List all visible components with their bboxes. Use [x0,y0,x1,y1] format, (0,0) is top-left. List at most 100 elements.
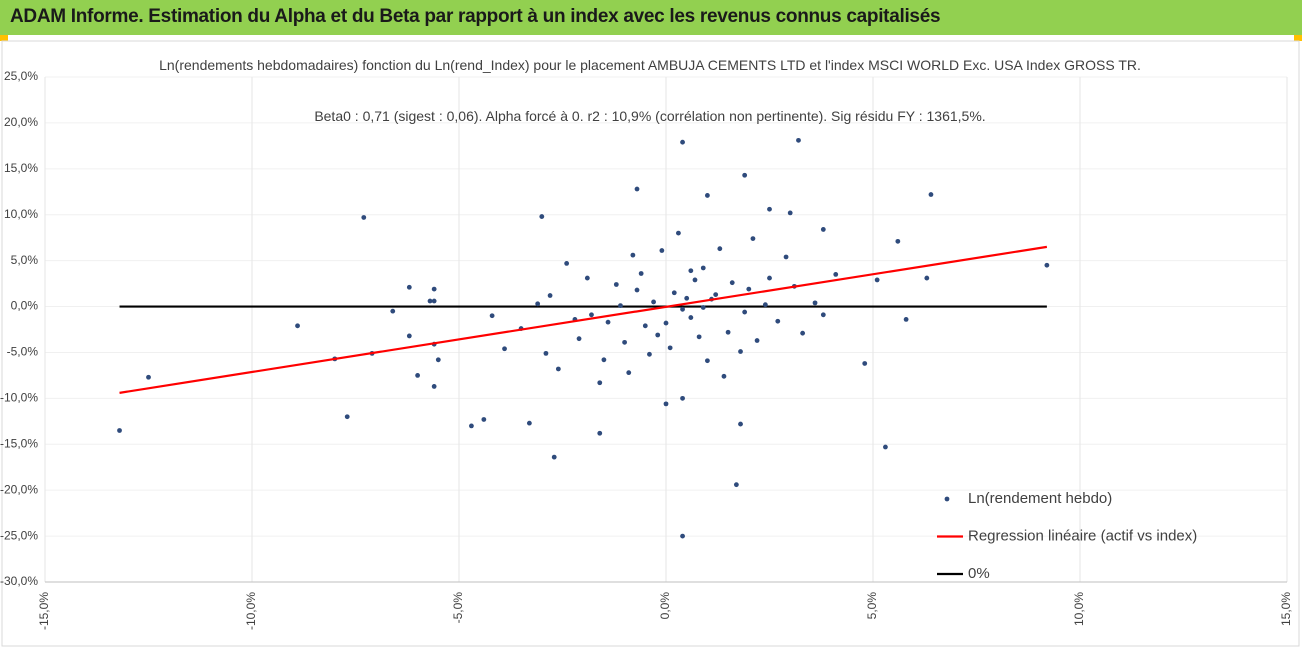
data-point [489,313,495,319]
y-tick-label: -5,0% [7,345,39,359]
x-tick-label: 10,0% [1072,592,1086,626]
x-tick-label: 15,0% [1279,592,1293,626]
data-point [406,333,412,339]
data-point [1044,262,1050,268]
line [119,245,1048,394]
data-point [676,230,681,236]
data-point [431,298,437,304]
legend-marker [944,496,950,502]
data-point [344,414,350,420]
data-point [738,421,743,427]
data-point [663,401,669,407]
data-point [705,358,710,364]
data-point [605,319,611,325]
data-point [589,312,594,318]
x-tick-label: 0,0% [658,592,672,620]
data-point [696,334,702,340]
y-tick-label: 10,0% [4,207,38,221]
data-point [634,186,640,192]
x-tick-label: -15,0% [37,592,51,630]
data-point [576,336,582,342]
data-point [895,238,901,244]
data-point [717,246,723,252]
data-point [742,172,748,178]
data-point [535,301,541,307]
data-point [787,210,793,216]
x-tick-label: -10,0% [244,592,258,630]
data-point [651,299,656,305]
data-point [680,306,685,312]
y-tick-label: 15,0% [4,161,38,175]
y-tick-label: 25,0% [4,69,38,83]
data-point [469,423,474,429]
data-point [601,357,607,363]
data-point [796,137,801,143]
data-point [618,303,623,309]
data-point [613,282,619,287]
data-point [928,192,934,197]
data-point [688,315,694,320]
data-point [700,305,706,310]
y-tick-label: -10,0% [0,391,38,405]
data-point [721,373,727,379]
data-point [680,139,685,145]
data-point [746,286,752,292]
data-point [762,302,768,308]
data-point [800,330,806,336]
data-point [415,373,420,378]
data-point [427,298,433,304]
data-point [435,357,441,363]
data-point [597,380,603,386]
chart-subtitle: Beta0 : 0,71 (sigest : 0,06). Alpha forc… [314,108,986,124]
data-point [502,346,507,352]
data-point [642,323,648,329]
data-point [431,384,437,389]
data-point [729,280,735,286]
data-point [924,275,930,281]
data-point [431,286,437,292]
data-point [564,260,570,266]
legend-label: Ln(rendement hebdo) [968,490,1112,507]
data-point [555,366,561,372]
data-point [597,430,603,436]
data-point [622,339,627,345]
data-point [692,277,698,283]
y-tick-label: 0,0% [11,299,39,313]
data-point [526,420,532,426]
y-tick-label: -25,0% [0,528,38,542]
data-point [767,206,772,212]
data-point [671,290,677,296]
data-point [833,272,839,277]
x-tick-label: -5,0% [451,592,465,624]
data-point [626,370,632,376]
data-point [713,292,719,298]
y-tick-label: 5,0% [11,253,39,267]
data-point [874,277,880,283]
data-point [539,214,545,219]
data-point [146,374,151,380]
data-point [862,361,868,366]
y-tick-label: -15,0% [0,436,38,450]
data-point [688,268,694,274]
data-point [406,284,412,290]
data-point [680,533,685,539]
data-point [655,332,661,338]
data-point [883,444,888,450]
data-point [738,349,743,354]
data-point [684,295,690,301]
chart-title: Ln(rendements hebdomadaires) fonction du… [159,57,1141,73]
data-point [390,308,396,314]
data-point [551,454,557,460]
data-point [638,271,644,276]
data-point [659,248,665,253]
data-point [117,428,122,433]
data-point [680,395,685,401]
y-tick-label: -20,0% [0,482,38,496]
legend-label: 0% [968,565,990,582]
x-tick-label: 5,0% [865,592,879,620]
data-point [783,254,789,260]
data-point [361,215,367,220]
legend-label: Regression linéaire (actif vs index) [968,527,1197,544]
